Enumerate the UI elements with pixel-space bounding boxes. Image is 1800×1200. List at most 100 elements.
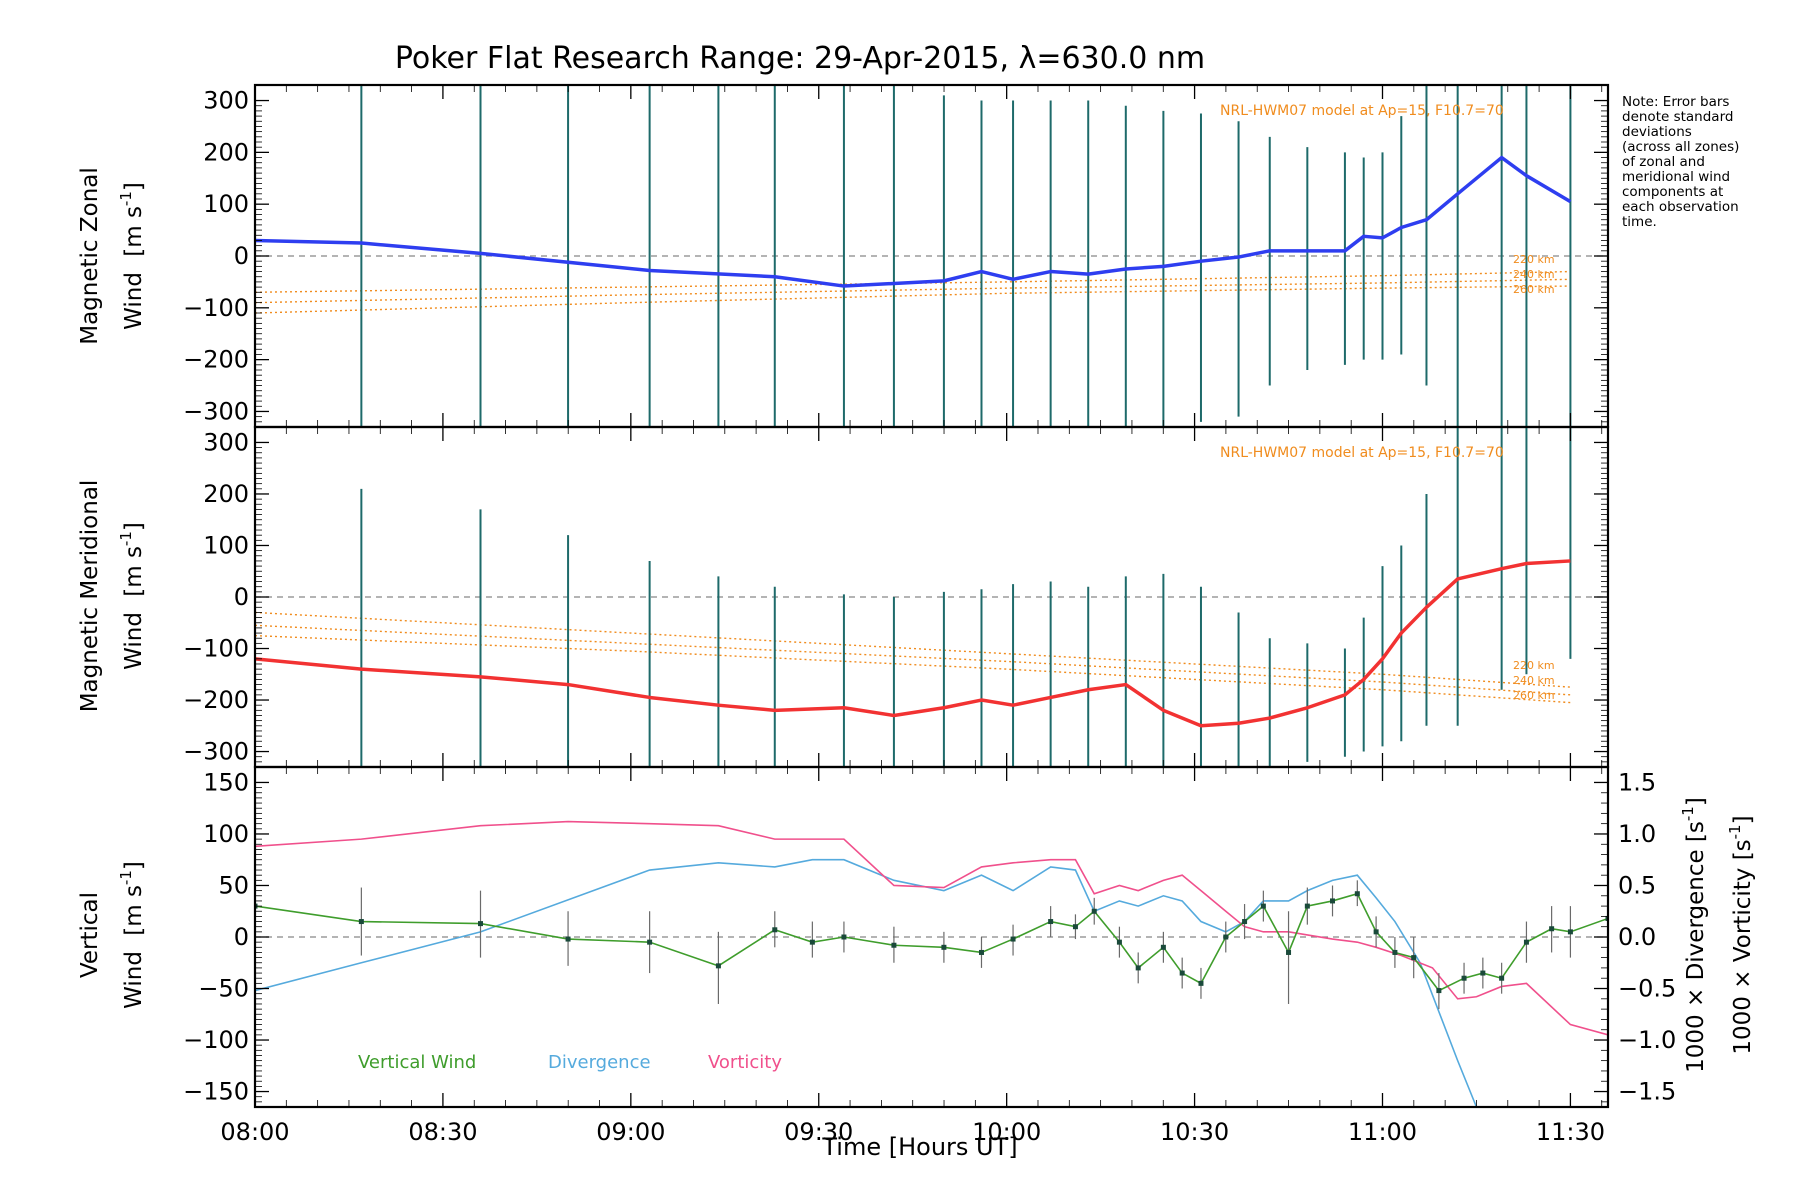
divergence-y2-label: 1000 × Divergence [s-1]	[1679, 797, 1709, 1073]
vertical-wind-point	[1499, 975, 1505, 981]
zonal-model-curve	[255, 278, 1571, 304]
zonal-ylabel-exp: -1	[117, 191, 135, 206]
meridional-y-tick-label: 200	[203, 480, 249, 508]
vertical-wind-point	[358, 919, 364, 925]
zonal-ylabel-wind: Wind	[121, 272, 147, 330]
vertical-wind-point	[1198, 980, 1204, 986]
meridional-y-tick-label: 300	[203, 428, 249, 456]
vertical-ylabel-exp: -1	[117, 870, 135, 885]
vertical-wind-point	[715, 963, 721, 969]
vertical-wind-point	[647, 939, 653, 945]
zonal-ylabel-line2: Wind [m s-1]	[117, 182, 147, 330]
note-line: meridional wind	[1622, 169, 1730, 185]
zonal-ylabel-unit: [m s	[121, 206, 147, 257]
x-tick-label: 10:00	[972, 1118, 1041, 1146]
note-line: time.	[1622, 214, 1657, 230]
vertical-wind-point	[1436, 988, 1442, 994]
meridional-ylabel-wind: Wind	[121, 612, 147, 670]
y2-tick-label: 0.0	[1618, 923, 1656, 951]
vertical-ylabel-line2: Wind [m s-1]	[117, 861, 147, 1009]
zonal-ylabel-line1: Magnetic Zonal	[77, 167, 103, 345]
vertical-wind-point	[1567, 929, 1573, 935]
zonal-model-height-label: 260 km	[1513, 283, 1555, 296]
x-tick-label: 08:00	[220, 1118, 289, 1146]
meridional-y-tick-label: −200	[183, 686, 249, 714]
meridional-ylabel-line2: Wind [m s-1]	[117, 522, 147, 670]
vertical-wind-point	[1549, 926, 1555, 932]
vertical-y-tick-label: 100	[203, 820, 249, 848]
meridional-model-height-label: 220 km	[1513, 659, 1555, 672]
meridional-ylabel-exp: -1	[117, 531, 135, 546]
zonal-y-tick-label: 0	[234, 242, 249, 270]
vertical-wind-point	[478, 921, 483, 927]
note-line: (across all zones)	[1622, 139, 1739, 155]
zonal-wind-line	[255, 155, 1572, 288]
note-line: each observation	[1622, 199, 1739, 215]
y2-tick-label: −0.5	[1618, 975, 1676, 1003]
zonal-model-curve	[255, 285, 1571, 314]
vertical-wind-point	[1010, 936, 1016, 942]
vertical-wind-point	[1330, 898, 1336, 904]
meridional-panel: NRL-HWM07 model at Ap=15, F10.7=70 220 km…	[183, 425, 1610, 769]
vertical-y-axis-label: Vertical Wind [m s-1]	[77, 861, 147, 1009]
zonal-panel: NRL-HWM07 model at Ap=15, F10.7=70 220 km…	[183, 83, 1610, 429]
vertical-wind-point	[1605, 915, 1608, 921]
vertical-wind-point	[1091, 908, 1097, 914]
note-line: deviations	[1622, 124, 1692, 140]
vertical-wind-point	[1260, 903, 1266, 909]
meridional-model-curve	[255, 611, 1571, 688]
vertical-y-tick-label: 150	[203, 768, 249, 796]
vertical-wind-point	[891, 942, 897, 948]
legend-item: Vertical Wind	[358, 1052, 476, 1073]
vertical-wind-point	[809, 939, 815, 945]
vertical-y-tick-label: 50	[218, 871, 249, 899]
vorticity-y2-label-exp: -1	[1726, 824, 1744, 839]
zonal-ylabel-close: ]	[121, 182, 147, 191]
zonal-y-tick-label: 300	[203, 87, 249, 115]
vertical-wind-point	[1461, 975, 1467, 981]
zonal-y-tick-label: −200	[183, 346, 249, 374]
meridional-wind-line	[255, 559, 1571, 728]
vorticity-line	[255, 820, 1608, 1036]
zonal-y-tick-label: 200	[203, 138, 249, 166]
y2-tick-label: 1.0	[1618, 820, 1656, 848]
meridional-y-tick-label: −300	[183, 738, 249, 766]
vertical-ylabel-unit: [m s	[121, 885, 147, 936]
vertical-wind-point	[1048, 919, 1054, 925]
vertical-wind-point	[1286, 949, 1292, 955]
note-line: denote standard	[1622, 109, 1733, 125]
x-axis-label: Time [Hours UT]	[821, 1133, 1017, 1161]
legend-item: Divergence	[548, 1052, 651, 1073]
vertical-wind-point	[1116, 939, 1122, 945]
vertical-wind-point	[1392, 949, 1398, 955]
vertical-wind-point	[565, 936, 571, 942]
meridional-model-label: NRL-HWM07 model at Ap=15, F10.7=70	[1220, 445, 1504, 461]
divergence-y2-label-text: 1000 × Divergence [s	[1683, 821, 1709, 1073]
vertical-wind-point	[941, 944, 947, 950]
note-line: of zonal and	[1622, 154, 1705, 170]
vertical-wind-point	[1242, 919, 1248, 925]
meridional-ylabel-unit: [m s	[121, 546, 147, 597]
note-line: components at	[1622, 184, 1723, 200]
zonal-y-tick-label: 100	[203, 190, 249, 218]
meridional-y-tick-label: −100	[183, 635, 249, 663]
x-axis: 08:00 08:30 09:00 09:30 10:00 10:30 11:00 11:30	[220, 1118, 1605, 1146]
note-line: Note: Error bars	[1622, 94, 1729, 110]
chart-title: Poker Flat Research Range: 29-Apr-2015, …	[395, 41, 1205, 76]
vertical-wind-point	[1072, 924, 1078, 930]
vertical-wind-point	[841, 934, 847, 940]
vorticity-y2-label-text: 1000 × Vorticity [s	[1730, 839, 1756, 1054]
vorticity-y2-axis-label: 1000 × Vorticity [s-1]	[1726, 815, 1756, 1054]
zonal-model-height-label: 220 km	[1513, 253, 1555, 266]
vertical-ylabel-wind: Wind	[121, 951, 147, 1009]
meridional-y-axis-label: Magnetic Meridional Wind [m s-1]	[77, 480, 147, 713]
y2-tick-label: −1.0	[1618, 1026, 1676, 1054]
vertical-wind-point	[1373, 929, 1379, 935]
vertical-ylabel-close: ]	[121, 861, 147, 870]
zonal-model-height-label: 240 km	[1513, 268, 1555, 281]
vertical-y-tick-label: −50	[198, 975, 249, 1003]
meridional-model-height-label: 240 km	[1513, 674, 1555, 687]
vertical-wind-point	[1179, 970, 1185, 976]
